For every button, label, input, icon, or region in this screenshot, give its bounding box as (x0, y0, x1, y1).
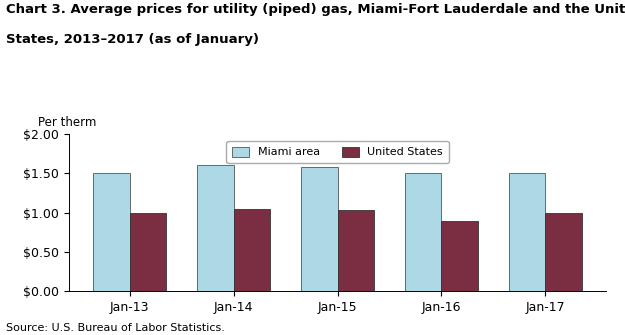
Bar (338, 210, 374, 291)
Bar (234, 209, 270, 291)
Bar (93, 173, 129, 291)
Text: Per therm: Per therm (38, 116, 96, 129)
Text: Chart 3. Average prices for utility (piped) gas, Miami-Fort Lauderdale and the U: Chart 3. Average prices for utility (pip… (6, 3, 625, 16)
Bar (129, 213, 166, 291)
Bar (509, 174, 546, 291)
Text: States, 2013–2017 (as of January): States, 2013–2017 (as of January) (6, 34, 259, 47)
Bar (301, 167, 338, 291)
Bar (405, 173, 441, 291)
Bar (441, 221, 478, 291)
Bar (197, 165, 234, 291)
Text: Source: U.S. Bureau of Labor Statistics.: Source: U.S. Bureau of Labor Statistics. (6, 323, 225, 333)
Legend: Miami area, United States: Miami area, United States (226, 141, 449, 163)
Bar (546, 213, 582, 291)
